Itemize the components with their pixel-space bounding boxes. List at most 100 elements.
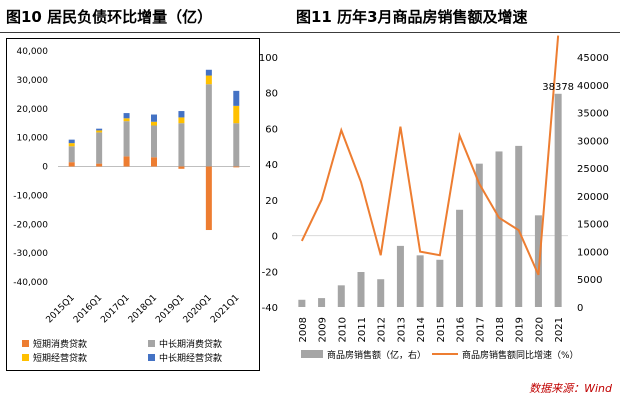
chart2-right-tick-label: 10000 bbox=[577, 247, 609, 258]
chart2-right-tick-label: 5000 bbox=[577, 275, 602, 286]
chart2-x-tick-label: 2017 bbox=[475, 317, 486, 342]
chart1-bar-2018Q1-s3 bbox=[151, 114, 157, 122]
chart1-bar-2017Q1-s3 bbox=[123, 113, 130, 119]
chart1-bar-2021Q1-s3 bbox=[233, 90, 240, 106]
chart2-legend-bar-label: 商品房销售额（亿，右） bbox=[327, 349, 426, 361]
chart1-bar-2015Q1-s1 bbox=[68, 146, 75, 163]
chart2-x-tick-label: 2020 bbox=[534, 317, 545, 342]
chart2-left-tick-label: 0 bbox=[272, 232, 278, 243]
chart1-bar-2015Q1-s0 bbox=[68, 162, 75, 167]
chart1-y-tick-label: -30,000 bbox=[13, 249, 48, 259]
figure-11-title: 图11 历年3月商品房销售额及增速 bbox=[296, 8, 528, 26]
chart1-bar-2019Q1-s0 bbox=[178, 166, 185, 169]
chart2-x-tick-label: 2018 bbox=[495, 317, 506, 342]
chart2-x-tick-label: 2016 bbox=[456, 317, 467, 342]
chart1-y-tick-label: -40,000 bbox=[13, 278, 48, 288]
chart2-x-tick-label: 2015 bbox=[436, 317, 447, 342]
chart2-bar-2013 bbox=[396, 245, 404, 307]
chart1-bar-2016Q1-s0 bbox=[96, 163, 103, 167]
chart2-annotation: 38378 bbox=[542, 82, 574, 93]
chart2-bar-2011 bbox=[357, 272, 365, 307]
chart2-right-tick-label: 25000 bbox=[577, 164, 609, 175]
chart2-left-tick-label: 60 bbox=[265, 124, 278, 135]
chart1-legend-swatch bbox=[22, 340, 29, 347]
chart1-y-tick-label: 40,000 bbox=[17, 47, 49, 57]
chart2-bar-2016 bbox=[456, 209, 464, 307]
chart1-y-tick-label: 30,000 bbox=[17, 76, 49, 86]
chart1-bar-2019Q1-s1 bbox=[178, 123, 185, 167]
chart1-bar-2019Q1-s3 bbox=[178, 111, 185, 118]
chart1-bar-2015Q1-s2 bbox=[68, 143, 75, 147]
chart2-left-tick-label: 20 bbox=[265, 196, 278, 207]
chart1-bar-2016Q1-s1 bbox=[96, 132, 103, 164]
title-divider bbox=[0, 32, 620, 33]
chart1-legend-label: 中长期经营贷款 bbox=[159, 352, 222, 364]
chart1-frame bbox=[6, 38, 260, 371]
chart1-bar-2017Q1-s1 bbox=[123, 121, 130, 157]
chart2-bar-2015 bbox=[436, 259, 444, 307]
chart2-growth-line bbox=[300, 35, 560, 276]
chart2-x-tick-label: 2019 bbox=[515, 317, 526, 342]
chart2-bar-2017 bbox=[475, 163, 483, 307]
household-debt-chart: -40,000 -30,000 -20,000 -10,000 0 10,000 20,00… bbox=[13, 47, 250, 364]
chart1-bar-2021Q1-s1 bbox=[233, 123, 240, 167]
chart2-x-tick-label: 2014 bbox=[416, 317, 427, 342]
chart2-bar-2012 bbox=[377, 279, 385, 307]
chart2-right-tick-label: 15000 bbox=[577, 220, 609, 231]
chart2-bar-2014 bbox=[416, 255, 424, 307]
chart1-y-tick-label: 10,000 bbox=[17, 134, 49, 144]
chart1-bar-2018Q1-s2 bbox=[151, 121, 157, 126]
chart2-left-tick-label: -40 bbox=[262, 303, 278, 314]
chart2-right-tick-label: 45000 bbox=[577, 53, 609, 64]
chart1-legend-label: 短期消费贷款 bbox=[33, 338, 87, 350]
chart2-right-tick-label: 40000 bbox=[577, 81, 609, 92]
chart2-x-tick-label: 2008 bbox=[298, 317, 309, 342]
chart1-bar-2020Q1-s0 bbox=[205, 166, 212, 231]
chart2-left-tick-label: 100 bbox=[259, 53, 278, 64]
chart1-bar-2020Q1-s3 bbox=[205, 69, 212, 76]
chart2-right-tick-label: 0 bbox=[577, 303, 583, 314]
chart1-y-tick-label: 20,000 bbox=[17, 105, 49, 115]
chart2-bar-2020 bbox=[534, 215, 542, 307]
chart1-legend-swatch bbox=[22, 354, 29, 361]
chart1-bar-2016Q1-s2 bbox=[96, 130, 103, 133]
chart1-bar-2018Q1-s0 bbox=[151, 157, 157, 167]
chart1-y-tick-label: -10,000 bbox=[13, 191, 48, 201]
chart2-left-tick-label: 80 bbox=[265, 89, 278, 100]
chart1-legend-swatch bbox=[148, 354, 155, 361]
chart1-y-tick-label: 0 bbox=[42, 163, 48, 173]
chart1-legend-label: 中长期消费贷款 bbox=[159, 338, 222, 350]
chart2-x-tick-label: 2021 bbox=[554, 317, 565, 342]
chart2-bar-2021 bbox=[554, 93, 562, 308]
source-note: 数据来源：Wind bbox=[529, 382, 612, 395]
chart1-legend-label: 短期经营贷款 bbox=[33, 352, 87, 364]
chart1-bar-2021Q1-s0 bbox=[233, 166, 240, 168]
chart2-left-tick-label: 40 bbox=[265, 160, 278, 171]
chart1-bar-2020Q1-s1 bbox=[205, 84, 212, 167]
chart2-x-tick-label: 2012 bbox=[377, 317, 388, 342]
chart2-legend-line-label: 商品房销售额同比增速（%） bbox=[462, 349, 579, 361]
chart2-right-tick-label: 35000 bbox=[577, 109, 609, 120]
chart2-left-tick-label: -20 bbox=[262, 267, 278, 278]
chart1-bar-2019Q1-s2 bbox=[178, 117, 185, 124]
chart2-x-tick-label: 2009 bbox=[318, 317, 329, 342]
chart2-x-tick-label: 2011 bbox=[357, 317, 368, 342]
housing-sales-chart: -40 -20 0 20 40 60 80 100 0 5000 10000 15000 20000 25… bbox=[259, 35, 609, 361]
chart1-bar-2018Q1-s1 bbox=[151, 125, 157, 158]
chart2-x-tick-label: 2013 bbox=[396, 317, 407, 342]
figure-10-title: 图10 居民负债环比增量（亿） bbox=[6, 8, 213, 26]
chart1-bar-2020Q1-s2 bbox=[205, 75, 212, 85]
chart2-legend-bar-swatch bbox=[301, 350, 323, 358]
chart2-x-tick-label: 2010 bbox=[337, 317, 348, 342]
chart2-bar-2018 bbox=[495, 151, 503, 307]
chart1-bar-2017Q1-s0 bbox=[123, 156, 130, 167]
chart2-bar-2010 bbox=[337, 285, 345, 307]
chart1-legend-swatch bbox=[148, 340, 155, 347]
chart1-bar-2017Q1-s2 bbox=[123, 118, 130, 122]
chart1-bar-2015Q1-s3 bbox=[68, 139, 75, 144]
chart1-bar-2021Q1-s2 bbox=[233, 105, 240, 124]
chart2-bar-2019 bbox=[515, 145, 523, 307]
chart1-y-tick-label: -20,000 bbox=[13, 220, 48, 230]
chart2-bar-2008 bbox=[298, 299, 306, 307]
chart2-right-tick-label: 20000 bbox=[577, 192, 609, 203]
